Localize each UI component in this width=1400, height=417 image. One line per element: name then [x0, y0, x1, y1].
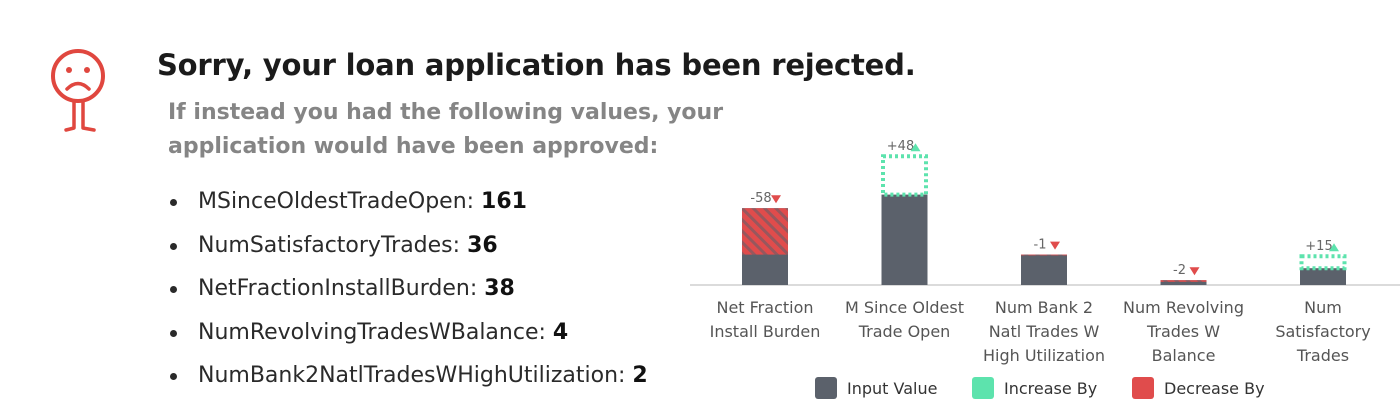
- value-name: NetFractionInstallBurden: [198, 276, 470, 301]
- list-item: NumSatisfactoryTrades: 36: [168, 224, 648, 268]
- page-title: Sorry, your loan application has been re…: [157, 48, 916, 82]
- list-item: NumRevolvingTradesWBalance: 4: [168, 311, 648, 355]
- list-item: MSinceOldestTradeOpen: 161: [168, 180, 648, 224]
- legend-label: Decrease By: [1164, 379, 1265, 398]
- legend-item: Increase By: [972, 377, 1097, 399]
- counterfactual-bar-chart: -58 Net Fraction Install Burden +48 M Since …: [690, 139, 1400, 399]
- suggested-values-list: MSinceOldestTradeOpen: 161 NumSatisfacto…: [168, 180, 648, 398]
- bar-increase-by: [881, 154, 928, 197]
- up-arrow-icon: [1329, 243, 1339, 252]
- value-number: 38: [484, 276, 515, 301]
- legend-label: Increase By: [1004, 379, 1097, 398]
- change-label: +48: [887, 139, 914, 154]
- legend-swatch: [815, 377, 837, 399]
- x-tick-label: M Since Oldest Trade Open: [845, 298, 964, 341]
- bar-input-value: [1021, 254, 1067, 285]
- value-name: MSinceOldestTradeOpen: [198, 189, 467, 214]
- down-arrow-icon: [1050, 241, 1060, 250]
- x-tick-label: Num Satisfactory Trades: [1275, 298, 1370, 365]
- legend-label: Input Value: [847, 379, 937, 398]
- value-name: NumBank2NatlTradesWHighUtilization: [198, 363, 619, 388]
- x-tick-label: Num Revolving Trades W Balance: [1123, 298, 1244, 365]
- x-tick-label: Num Bank 2 Natl Trades W High Utilization: [983, 298, 1105, 365]
- legend-swatch: [972, 377, 994, 399]
- change-label: +15: [1305, 239, 1332, 254]
- value-number: 2: [632, 363, 648, 388]
- change-label: -1: [1034, 238, 1047, 253]
- value-name: NumSatisfactoryTrades: [198, 232, 453, 258]
- list-item: NetFractionInstallBurden: 38: [168, 267, 648, 311]
- sad-face-icon: [51, 49, 105, 132]
- legend-swatch: [1132, 377, 1154, 399]
- legend-item: Decrease By: [1132, 377, 1265, 399]
- bar-decrease-by: [1160, 280, 1207, 282]
- bar-input-value: [881, 194, 928, 285]
- bar-decrease-by: [742, 208, 788, 255]
- value-number: 161: [481, 189, 527, 214]
- value-name: NumRevolvingTradesWBalance: [198, 319, 539, 345]
- bar-decrease-by: [1021, 254, 1067, 256]
- bar-input-value: [1300, 268, 1346, 285]
- up-arrow-icon: [910, 143, 921, 152]
- list-item: NumBank2NatlTradesWHighUtilization: 2: [168, 354, 648, 398]
- change-label: -2: [1173, 263, 1186, 278]
- down-arrow-icon: [1189, 267, 1200, 276]
- change-label: -58: [750, 191, 771, 206]
- x-tick-label: Net Fraction Install Burden: [710, 298, 821, 341]
- page-subtitle: If instead you had the following values,…: [168, 100, 724, 159]
- value-number: 36: [467, 232, 498, 258]
- bar-input-value: [1160, 280, 1207, 285]
- value-number: 4: [552, 319, 569, 345]
- down-arrow-icon: [771, 195, 781, 204]
- bar-increase-by: [1299, 254, 1347, 271]
- legend-item: Input Value: [815, 377, 937, 399]
